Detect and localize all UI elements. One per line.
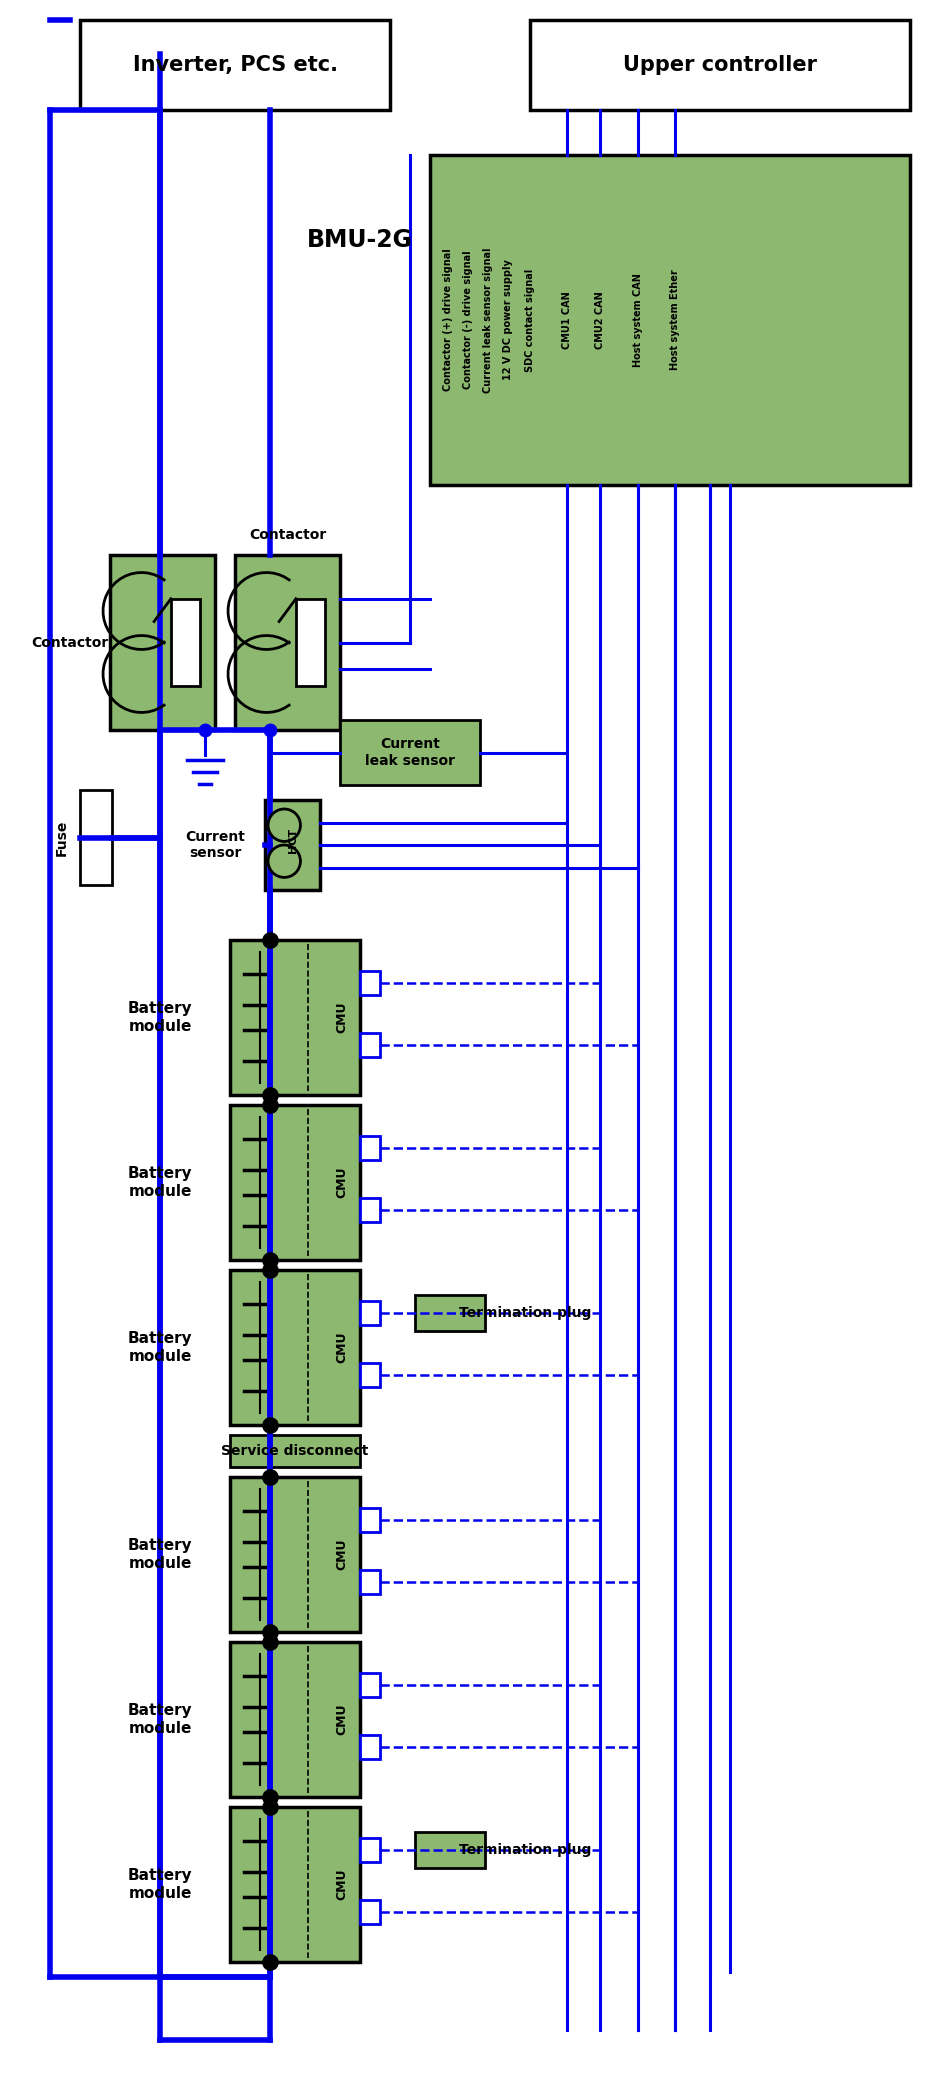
Text: CMU: CMU [335, 1703, 349, 1736]
Text: CMU: CMU [335, 1332, 349, 1363]
Bar [360, 1900, 380, 1925]
Text: Termination plug: Termination plug [459, 1844, 591, 1858]
Bar [110, 556, 215, 730]
Text: CMU1 CAN: CMU1 CAN [562, 290, 572, 348]
Text: Contactor (-) drive signal: Contactor (-) drive signal [463, 251, 473, 390]
Bar [360, 1736, 380, 1759]
Text: Upper controller: Upper controller [623, 56, 817, 75]
Text: Battery
module: Battery module [127, 1539, 192, 1570]
Text: Fuse: Fuse [55, 819, 69, 857]
Text: Battery
module: Battery module [127, 1703, 192, 1736]
Text: HCT: HCT [288, 828, 297, 852]
Bar [230, 1477, 360, 1632]
Bar [360, 1137, 380, 1159]
Bar [171, 599, 200, 686]
Bar [360, 1570, 380, 1595]
Text: CMU: CMU [335, 1168, 349, 1199]
Text: Host system CAN: Host system CAN [633, 274, 643, 367]
Bar [360, 1674, 380, 1697]
Bar [360, 1838, 380, 1862]
Circle shape [268, 844, 300, 877]
Bar [230, 1806, 360, 1962]
Text: Termination plug: Termination plug [459, 1307, 591, 1321]
Bar [360, 1300, 380, 1325]
Text: Battery
module: Battery module [127, 1166, 192, 1199]
Bar [360, 1199, 380, 1222]
Text: CMU: CMU [335, 1869, 349, 1900]
Bar [360, 971, 380, 996]
Text: Battery
module: Battery module [127, 1002, 192, 1033]
Text: Contactor: Contactor [249, 529, 326, 541]
Text: Current
sensor: Current sensor [185, 830, 245, 861]
Bar [415, 1833, 485, 1869]
Bar [415, 1296, 485, 1332]
Text: 12 V DC power supply: 12 V DC power supply [503, 259, 513, 380]
Bar [230, 1105, 360, 1261]
Bar [230, 940, 360, 1095]
Text: CMU: CMU [335, 1539, 349, 1570]
Circle shape [268, 809, 300, 842]
Text: Battery
module: Battery module [127, 1332, 192, 1365]
Bar [360, 1033, 380, 1058]
Bar [530, 21, 910, 110]
Bar [230, 1269, 360, 1425]
Bar [80, 21, 390, 110]
Text: BMU-2G: BMU-2G [307, 228, 413, 253]
Bar [230, 1435, 360, 1466]
Text: Current leak sensor signal: Current leak sensor signal [483, 247, 493, 392]
Text: Contactor (+) drive signal: Contactor (+) drive signal [443, 249, 453, 392]
Text: SDC contact signal: SDC contact signal [525, 268, 535, 371]
Text: Current
leak sensor: Current leak sensor [365, 738, 455, 767]
Bar [430, 156, 910, 485]
Text: Battery
module: Battery module [127, 1869, 192, 1900]
Text: Service disconnect: Service disconnect [221, 1444, 369, 1458]
Bar [360, 1508, 380, 1533]
Bar [265, 801, 320, 890]
Bar [295, 599, 325, 686]
Text: Inverter, PCS etc.: Inverter, PCS etc. [132, 56, 337, 75]
Bar [230, 1643, 360, 1796]
Text: CMU: CMU [335, 1002, 349, 1033]
Bar [80, 790, 112, 886]
Bar [235, 556, 340, 730]
Text: Contactor: Contactor [31, 635, 108, 649]
Text: Host system Ether: Host system Ether [670, 270, 680, 371]
Bar [360, 1363, 380, 1388]
Bar [340, 720, 480, 784]
Text: CMU2 CAN: CMU2 CAN [595, 290, 605, 348]
